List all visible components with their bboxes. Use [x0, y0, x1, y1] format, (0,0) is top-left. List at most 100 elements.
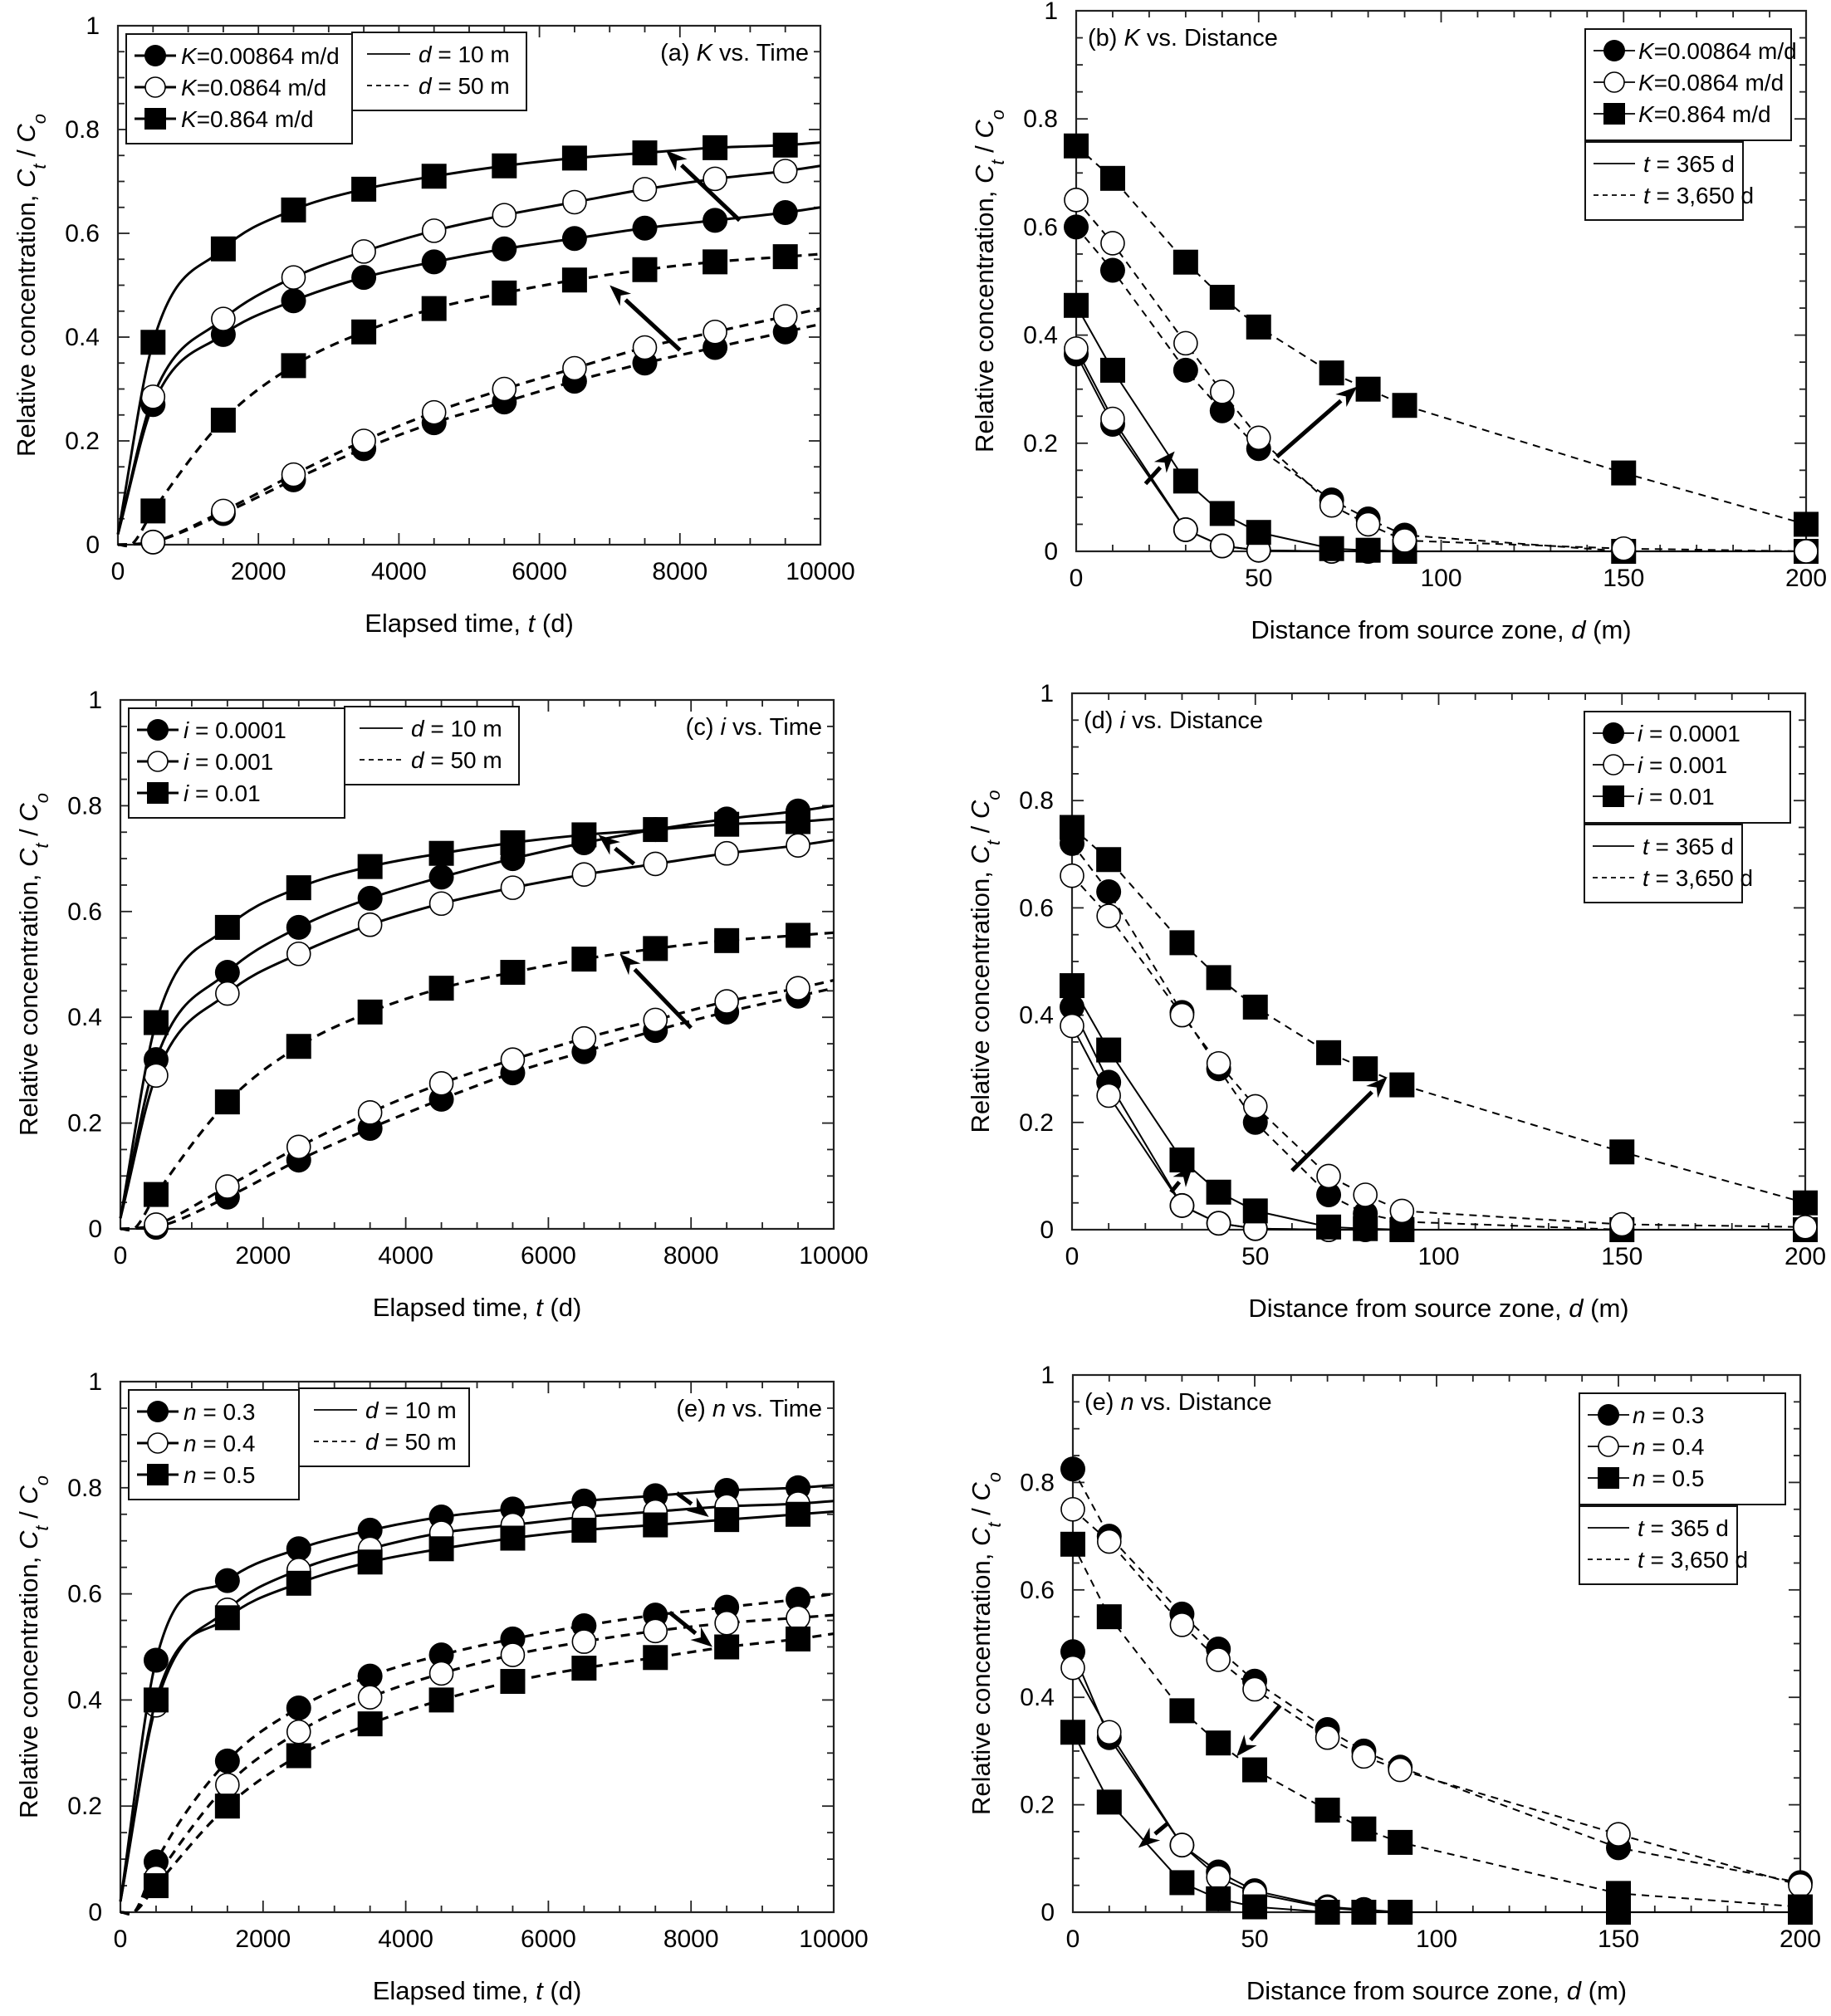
legend-label: n = 0.4 [1633, 1434, 1704, 1460]
data-point [1355, 537, 1381, 563]
data-point [286, 1743, 311, 1769]
x-tick-label: 6000 [521, 1242, 576, 1270]
data-point [421, 164, 447, 189]
legend-marker [1603, 71, 1625, 93]
data-point [143, 1873, 169, 1899]
data-point [786, 922, 811, 948]
data-point [1060, 863, 1084, 888]
y-tick-label: 0.8 [65, 116, 100, 144]
x-tick-label: 10000 [799, 1925, 868, 1953]
series-1 [116, 200, 821, 535]
data-point [1060, 1720, 1085, 1745]
arrowhead [598, 834, 620, 855]
data-point [1316, 1182, 1342, 1208]
data-point [1206, 1647, 1231, 1672]
x-tick-label: 4000 [378, 1242, 433, 1270]
legend-label: t = 365 d [1643, 834, 1734, 859]
y-tick-label: 0.4 [67, 1004, 102, 1031]
arrow-shaft [680, 164, 742, 223]
y-tick-label: 0.2 [65, 428, 100, 455]
data-point [1793, 1190, 1818, 1216]
data-point [1173, 249, 1198, 275]
data-point [562, 355, 587, 381]
data-point [357, 1685, 383, 1710]
series-1 [119, 1475, 835, 1902]
data-point [428, 891, 454, 917]
series-line [117, 252, 821, 548]
y-axis-title: Relative concentration, Ct / Co [970, 110, 1008, 453]
legend-label: i = 0.001 [1638, 752, 1727, 778]
panel-title: (e) n vs. Time [676, 1396, 822, 1422]
y-tick-label: 0.4 [1019, 1002, 1054, 1030]
series-6 [120, 1626, 835, 1915]
data-point [1209, 398, 1235, 423]
y-axis-title: Relative concentration, Ct / Co [14, 1475, 52, 1818]
data-point [492, 153, 517, 179]
data-point [1392, 393, 1417, 418]
data-point [1206, 965, 1231, 991]
data-point [632, 215, 658, 241]
legend-label: d = 10 m [365, 1397, 457, 1423]
y-tick-label: 1 [88, 1368, 102, 1396]
series-2 [119, 833, 835, 1219]
x-tick-label: 100 [1416, 1925, 1457, 1953]
data-point [140, 384, 166, 409]
data-point [703, 208, 728, 233]
data-point [357, 912, 383, 937]
series-3 [119, 809, 835, 1219]
chart-panel-a: 0 2000 4000 6000 8000 10000 0 0.2 0.4 0.6 0.8 1 Elap… [12, 12, 855, 638]
series-6 [1060, 815, 1818, 1216]
data-point [1173, 517, 1198, 542]
data-point [772, 200, 798, 225]
data-point [772, 304, 798, 329]
y-tick-label: 0.2 [67, 1793, 102, 1820]
y-tick-label: 1 [88, 687, 102, 714]
data-point [1096, 1604, 1122, 1630]
data-point [772, 132, 798, 158]
arrow-shaft [675, 1491, 693, 1506]
data-point [1060, 1655, 1085, 1681]
y-axis-title: Relative concentration, Ct / Co [967, 1472, 1005, 1815]
arrowhead [610, 285, 632, 306]
data-point [215, 1174, 240, 1199]
y-axis-title: Relative concentration, Ct / Co [12, 114, 50, 457]
data-point [500, 1525, 526, 1551]
series-line [1071, 874, 1806, 1228]
data-point [1096, 879, 1122, 905]
trend-arrow [675, 1491, 709, 1517]
data-point [1169, 1002, 1195, 1028]
data-point [1209, 501, 1235, 526]
data-point [1389, 1072, 1415, 1098]
data-point [143, 1687, 169, 1713]
series-5 [1060, 1496, 1813, 1898]
series-line [1075, 226, 1806, 552]
legend-label: n = 0.5 [184, 1462, 255, 1488]
data-point [143, 1647, 169, 1673]
data-point [1353, 1056, 1378, 1082]
data-point [1606, 1881, 1631, 1906]
legend: i = 0.0001 i = 0.001 i = 0.01 d = 10 m d = 5… [128, 706, 520, 819]
x-tick-label: 100 [1417, 1243, 1459, 1270]
data-point [500, 829, 526, 855]
data-point [214, 1748, 240, 1774]
legend-label: d = 10 m [419, 42, 510, 67]
data-point [1319, 536, 1344, 561]
data-point [357, 1549, 383, 1575]
legend-marker [1603, 40, 1625, 61]
data-point [1788, 1872, 1813, 1898]
data-point [1353, 1182, 1378, 1207]
trend-arrow [1275, 386, 1358, 458]
data-point [428, 976, 454, 1001]
legend-marker [144, 76, 166, 98]
series-group [1064, 133, 1819, 564]
arrowhead [1236, 1735, 1257, 1757]
y-tick-label: 0 [1044, 538, 1058, 565]
data-point [772, 244, 798, 270]
legend-label: t = 365 d [1643, 151, 1735, 177]
data-point [286, 1536, 311, 1562]
x-axis-title: Distance from source zone, d (m) [1248, 1294, 1628, 1323]
legend: K=0.00864 m/d K=0.0864 m/d K=0.864 m/d t = … [1584, 28, 1797, 221]
y-tick-label: 0 [88, 1899, 102, 1926]
data-point [1606, 1822, 1631, 1847]
x-tick-label: 0 [114, 1925, 128, 1953]
